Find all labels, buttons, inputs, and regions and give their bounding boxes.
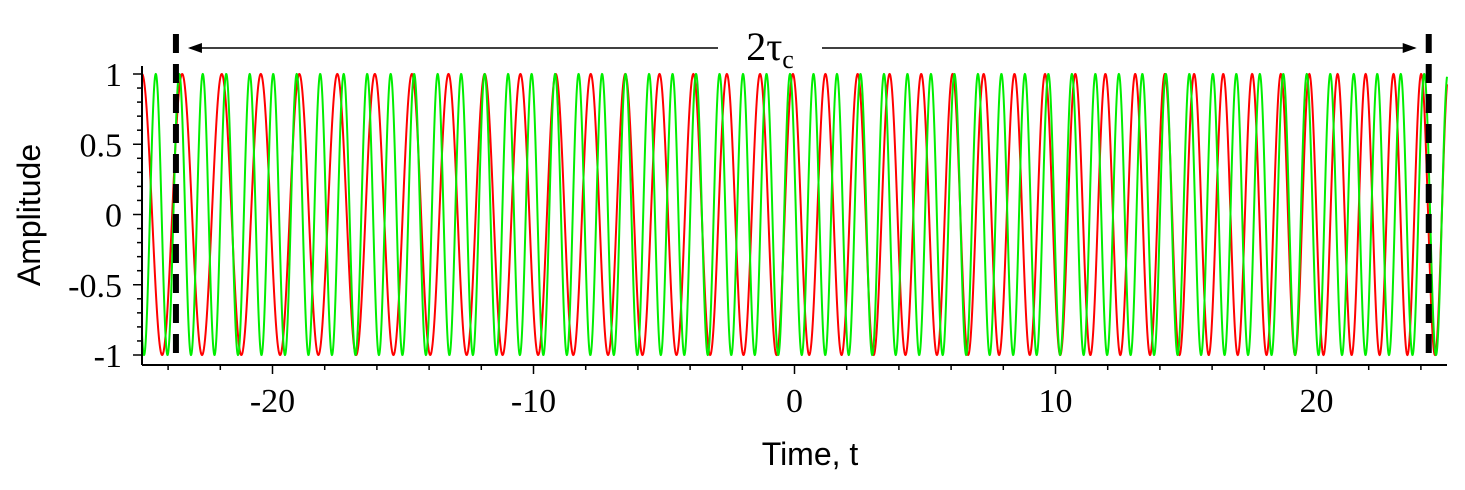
series-green-line bbox=[141, 72, 1448, 357]
y-tick-label: 0.5 bbox=[80, 127, 123, 164]
annotation-label-main: 2τ bbox=[746, 24, 782, 69]
y-tick-label: -1 bbox=[94, 338, 122, 375]
annotation-label-sub: c bbox=[782, 45, 794, 74]
x-tick-label: -20 bbox=[250, 383, 295, 420]
annotation-label: 2τc bbox=[746, 24, 794, 74]
y-tick-label: 0 bbox=[105, 198, 122, 235]
x-tick-label: 10 bbox=[1039, 383, 1073, 420]
y-tick-label: 1 bbox=[105, 57, 122, 94]
arrow-head-left bbox=[187, 43, 202, 53]
x-axis-title: Time, t bbox=[762, 436, 859, 472]
arrow-head-right bbox=[1402, 43, 1417, 53]
annotation-layer: 2τc bbox=[172, 24, 1432, 366]
x-tick-label: -10 bbox=[511, 383, 556, 420]
series-layer bbox=[141, 72, 1448, 357]
axes-layer: -1 -0.5 0 0.5 1 -20 -10 0 10 20 bbox=[68, 57, 1447, 420]
y-axis-title: Amplitude bbox=[11, 144, 47, 286]
series-red-line bbox=[141, 72, 1448, 357]
x-tick-label: 20 bbox=[1300, 383, 1334, 420]
y-tick-label: -0.5 bbox=[68, 268, 122, 305]
x-tick-label: 0 bbox=[786, 383, 803, 420]
